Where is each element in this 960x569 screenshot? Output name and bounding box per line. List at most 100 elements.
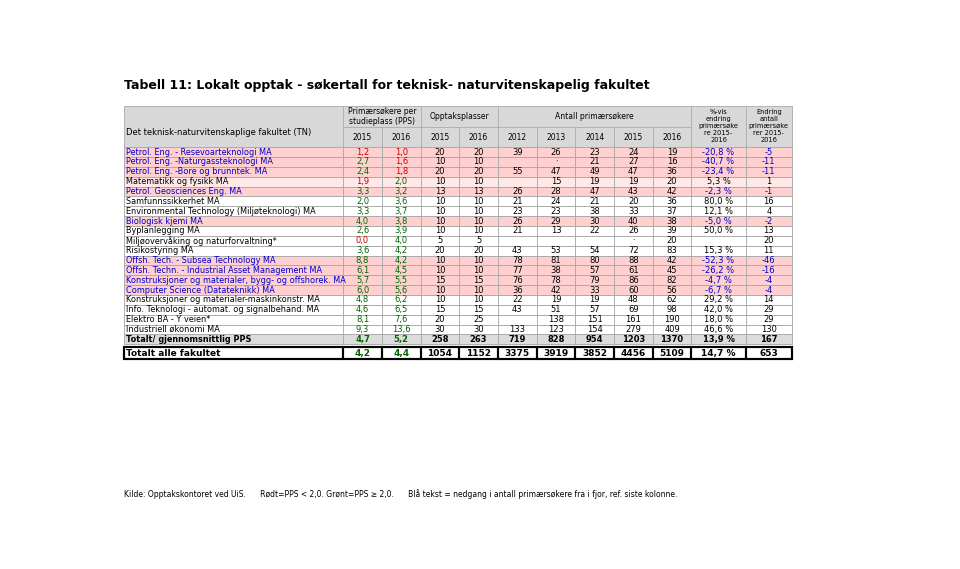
- Text: 954: 954: [586, 335, 604, 344]
- Text: 11: 11: [763, 246, 774, 255]
- Text: 4,2: 4,2: [395, 256, 408, 265]
- Text: 4,6: 4,6: [356, 306, 370, 314]
- Bar: [124, 255, 344, 265]
- Text: 13: 13: [473, 187, 484, 196]
- Bar: [653, 285, 691, 295]
- Bar: [420, 105, 498, 127]
- Text: 79: 79: [589, 276, 600, 284]
- Text: Environmental Technology (Miljøteknologi) MA: Environmental Technology (Miljøteknologi…: [126, 207, 316, 216]
- Bar: [344, 105, 420, 127]
- Text: 26: 26: [551, 147, 562, 156]
- Bar: [344, 226, 382, 236]
- Text: 48: 48: [628, 295, 638, 304]
- Bar: [537, 226, 575, 236]
- Text: -4: -4: [765, 276, 773, 284]
- Bar: [498, 147, 537, 157]
- Bar: [575, 207, 614, 216]
- Text: 30: 30: [473, 325, 484, 334]
- Bar: [459, 305, 498, 315]
- Text: 76: 76: [512, 276, 522, 284]
- Bar: [382, 347, 420, 360]
- Bar: [459, 177, 498, 187]
- Bar: [575, 265, 614, 275]
- Text: 10: 10: [435, 295, 445, 304]
- Text: Petrol. Eng. -Bore og brunntek. MA: Petrol. Eng. -Bore og brunntek. MA: [126, 167, 267, 176]
- Bar: [344, 236, 382, 246]
- Text: 33: 33: [589, 286, 600, 295]
- Bar: [614, 236, 653, 246]
- Bar: [344, 177, 382, 187]
- Text: 19: 19: [589, 295, 600, 304]
- Text: 2016: 2016: [469, 133, 489, 142]
- Text: Totalt alle fakultet: Totalt alle fakultet: [126, 349, 221, 358]
- Text: 6,1: 6,1: [356, 266, 370, 275]
- Text: 15: 15: [435, 306, 445, 314]
- Bar: [653, 147, 691, 157]
- Text: 42: 42: [667, 187, 678, 196]
- Bar: [691, 315, 746, 324]
- Text: 21: 21: [589, 197, 600, 206]
- Text: 12,1 %: 12,1 %: [704, 207, 733, 216]
- Bar: [459, 157, 498, 167]
- Bar: [653, 295, 691, 305]
- Bar: [575, 324, 614, 335]
- Text: -5: -5: [765, 147, 773, 156]
- Bar: [537, 275, 575, 285]
- Text: 15,3 %: 15,3 %: [704, 246, 733, 255]
- Bar: [746, 167, 792, 177]
- Text: %-vis
endring
primærsøke
re 2015-
2016: %-vis endring primærsøke re 2015- 2016: [699, 109, 738, 143]
- Bar: [653, 335, 691, 344]
- Bar: [124, 105, 792, 147]
- Bar: [382, 187, 420, 196]
- Text: 36: 36: [512, 286, 522, 295]
- Text: -5,0 %: -5,0 %: [706, 217, 732, 225]
- Text: 10: 10: [435, 226, 445, 236]
- Bar: [614, 347, 653, 360]
- Text: 20: 20: [667, 177, 678, 186]
- Bar: [746, 315, 792, 324]
- Bar: [653, 305, 691, 315]
- Text: 46,6 %: 46,6 %: [704, 325, 733, 334]
- Bar: [124, 255, 792, 265]
- Text: Konstruksjoner og materialer-maskinkonstr. MA: Konstruksjoner og materialer-maskinkonst…: [126, 295, 320, 304]
- Text: 53: 53: [551, 246, 562, 255]
- Text: 42,0 %: 42,0 %: [704, 306, 733, 314]
- Text: 138: 138: [548, 315, 564, 324]
- Bar: [124, 196, 344, 207]
- Bar: [382, 226, 420, 236]
- Text: 15: 15: [473, 306, 484, 314]
- Text: 10: 10: [473, 217, 484, 225]
- Text: Det teknisk-naturvitenskaplige fakultet (TN): Det teknisk-naturvitenskaplige fakultet …: [126, 128, 311, 137]
- Bar: [459, 127, 498, 147]
- Text: 20: 20: [435, 167, 445, 176]
- Text: Info. Teknologi - automat. og signalbehand. MA: Info. Teknologi - automat. og signalbeha…: [126, 306, 319, 314]
- Text: -40,7 %: -40,7 %: [703, 158, 734, 166]
- Text: 25: 25: [473, 315, 484, 324]
- Text: 22: 22: [512, 295, 522, 304]
- Bar: [498, 196, 537, 207]
- Text: 38: 38: [589, 207, 600, 216]
- Bar: [124, 295, 792, 305]
- Bar: [420, 335, 459, 344]
- Text: 86: 86: [628, 276, 638, 284]
- Bar: [691, 167, 746, 177]
- Text: 98: 98: [667, 306, 678, 314]
- Bar: [691, 207, 746, 216]
- Bar: [537, 246, 575, 255]
- Bar: [459, 236, 498, 246]
- Bar: [498, 285, 537, 295]
- Text: 10: 10: [473, 177, 484, 186]
- Text: 7,6: 7,6: [395, 315, 408, 324]
- Text: 21: 21: [512, 197, 522, 206]
- Bar: [124, 177, 792, 187]
- Text: Elektro BA - Y veien*: Elektro BA - Y veien*: [126, 315, 210, 324]
- Text: 5: 5: [438, 236, 443, 245]
- Bar: [124, 147, 344, 157]
- Text: 2016: 2016: [392, 133, 411, 142]
- Text: 3919: 3919: [543, 349, 568, 358]
- Bar: [498, 315, 537, 324]
- Text: 15: 15: [435, 276, 445, 284]
- Bar: [459, 265, 498, 275]
- Bar: [575, 295, 614, 305]
- Text: 51: 51: [551, 306, 562, 314]
